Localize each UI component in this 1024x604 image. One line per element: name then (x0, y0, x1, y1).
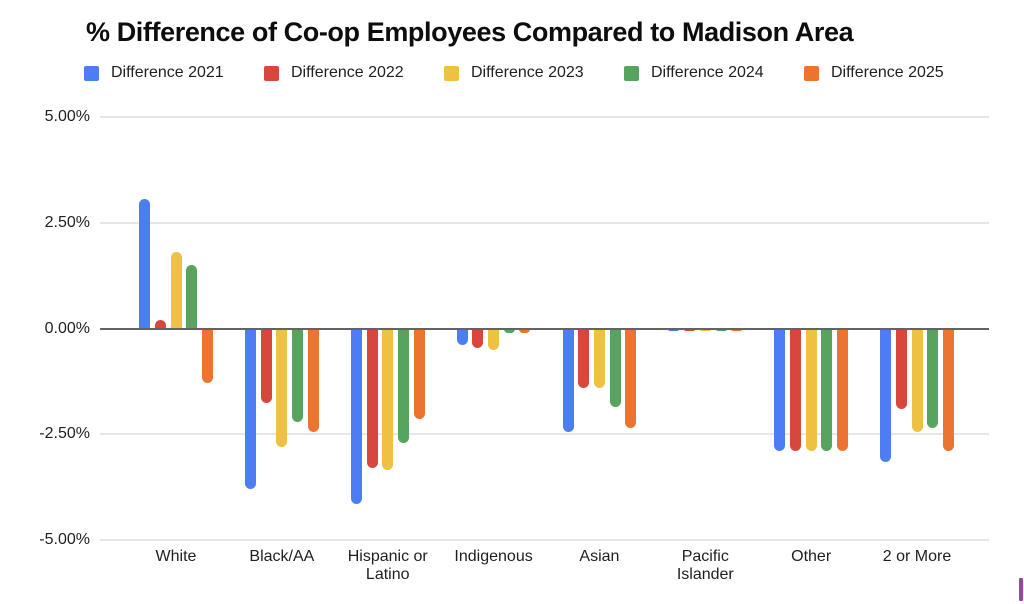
legend-item-difference-2022: Difference 2022 (264, 64, 444, 82)
gridline (100, 116, 989, 118)
legend-item-difference-2023: Difference 2023 (444, 64, 624, 82)
zero-axis-line (100, 327, 989, 330)
x-axis-label-other: Other (791, 548, 832, 565)
bar-black-aa-difference-2025 (307, 328, 319, 433)
legend-item-difference-2025: Difference 2025 (804, 64, 984, 82)
legend-swatch-icon (804, 65, 819, 81)
bar-hispanic-or-latino-difference-2025 (413, 328, 425, 420)
bar-asian-difference-2023 (593, 328, 605, 388)
gridline (100, 433, 989, 436)
bar-indigenous-difference-2025 (519, 328, 531, 333)
legend-swatch-icon (84, 65, 99, 81)
bar-pacific-islander-difference-2022 (684, 328, 696, 331)
bar-other-difference-2021 (774, 328, 786, 452)
bar-2-or-more-difference-2025 (942, 328, 954, 452)
x-axis-label-black-aa: Black/AA (249, 548, 315, 565)
x-axis-label-2-or-more: 2 or More (882, 548, 952, 565)
y-axis-label: -5.00% (39, 531, 90, 548)
bar-hispanic-or-latino-difference-2021 (350, 328, 362, 505)
x-axis-label-asian: Asian (579, 548, 620, 565)
bar-pacific-islander-difference-2023 (699, 328, 711, 331)
bar-hispanic-or-latino-difference-2024 (397, 328, 409, 443)
bar-other-difference-2025 (837, 328, 849, 452)
bar-pacific-islander-difference-2025 (731, 328, 743, 331)
bar-white-difference-2022 (154, 320, 166, 329)
y-axis-label: 5.00% (44, 108, 90, 125)
legend-item-difference-2024: Difference 2024 (624, 64, 804, 82)
edge-artifact (1019, 578, 1023, 601)
bar-white-difference-2024 (186, 265, 198, 329)
y-axis-label: -2.50% (39, 425, 90, 443)
bar-indigenous-difference-2022 (472, 328, 484, 348)
bar-asian-difference-2024 (609, 328, 621, 407)
plot-area (100, 116, 989, 541)
y-axis-label: 2.50% (44, 213, 90, 231)
bar-asian-difference-2025 (625, 328, 637, 428)
bar-asian-difference-2022 (578, 328, 590, 388)
bar-asian-difference-2021 (562, 328, 574, 433)
bar-other-difference-2023 (805, 328, 817, 452)
bar-white-difference-2025 (201, 328, 213, 384)
x-axis-label-indigenous: Indigenous (454, 548, 533, 565)
legend-swatch-icon (444, 65, 459, 81)
y-axis-label: 0.00% (44, 319, 90, 337)
legend-swatch-icon (264, 65, 279, 81)
bar-indigenous-difference-2023 (488, 328, 500, 350)
bar-white-difference-2021 (139, 199, 151, 329)
bar-hispanic-or-latino-difference-2023 (382, 328, 394, 471)
legend-label: Difference 2025 (831, 64, 944, 81)
legend-label: Difference 2024 (651, 64, 764, 81)
bar-2-or-more-difference-2021 (880, 328, 892, 462)
bar-hispanic-or-latino-difference-2022 (366, 328, 378, 469)
chart-legend: Difference 2021 Difference 2022 Difference… (84, 64, 984, 82)
legend-item-difference-2021: Difference 2021 (84, 64, 264, 82)
legend-label: Difference 2023 (471, 64, 584, 81)
bar-black-aa-difference-2023 (276, 328, 288, 447)
bar-2-or-more-difference-2023 (911, 328, 923, 433)
chart-title: % Difference of Co-op Employees Compared… (86, 17, 854, 47)
bar-black-aa-difference-2022 (260, 328, 272, 403)
legend-label: Difference 2021 (111, 64, 224, 81)
bar-other-difference-2022 (789, 328, 801, 452)
bar-indigenous-difference-2024 (503, 328, 515, 333)
bar-white-difference-2023 (170, 252, 182, 329)
bar-black-aa-difference-2021 (244, 328, 256, 490)
bar-indigenous-difference-2021 (456, 328, 468, 346)
gridline (100, 539, 989, 541)
bar-pacific-islander-difference-2021 (668, 328, 680, 331)
x-axis-label-white: White (155, 548, 197, 565)
legend-label: Difference 2022 (291, 64, 404, 81)
bar-2-or-more-difference-2024 (927, 328, 939, 428)
bar-black-aa-difference-2024 (292, 328, 304, 422)
bar-pacific-islander-difference-2024 (715, 328, 727, 331)
bar-other-difference-2024 (821, 328, 833, 452)
x-axis-label-pacific-islander: Pacific Islander (676, 548, 734, 583)
gridline (100, 221, 989, 224)
x-axis-label-hispanic-or-latino: Hispanic or Latino (347, 548, 428, 583)
bar-2-or-more-difference-2022 (895, 328, 907, 409)
legend-swatch-icon (624, 65, 639, 81)
